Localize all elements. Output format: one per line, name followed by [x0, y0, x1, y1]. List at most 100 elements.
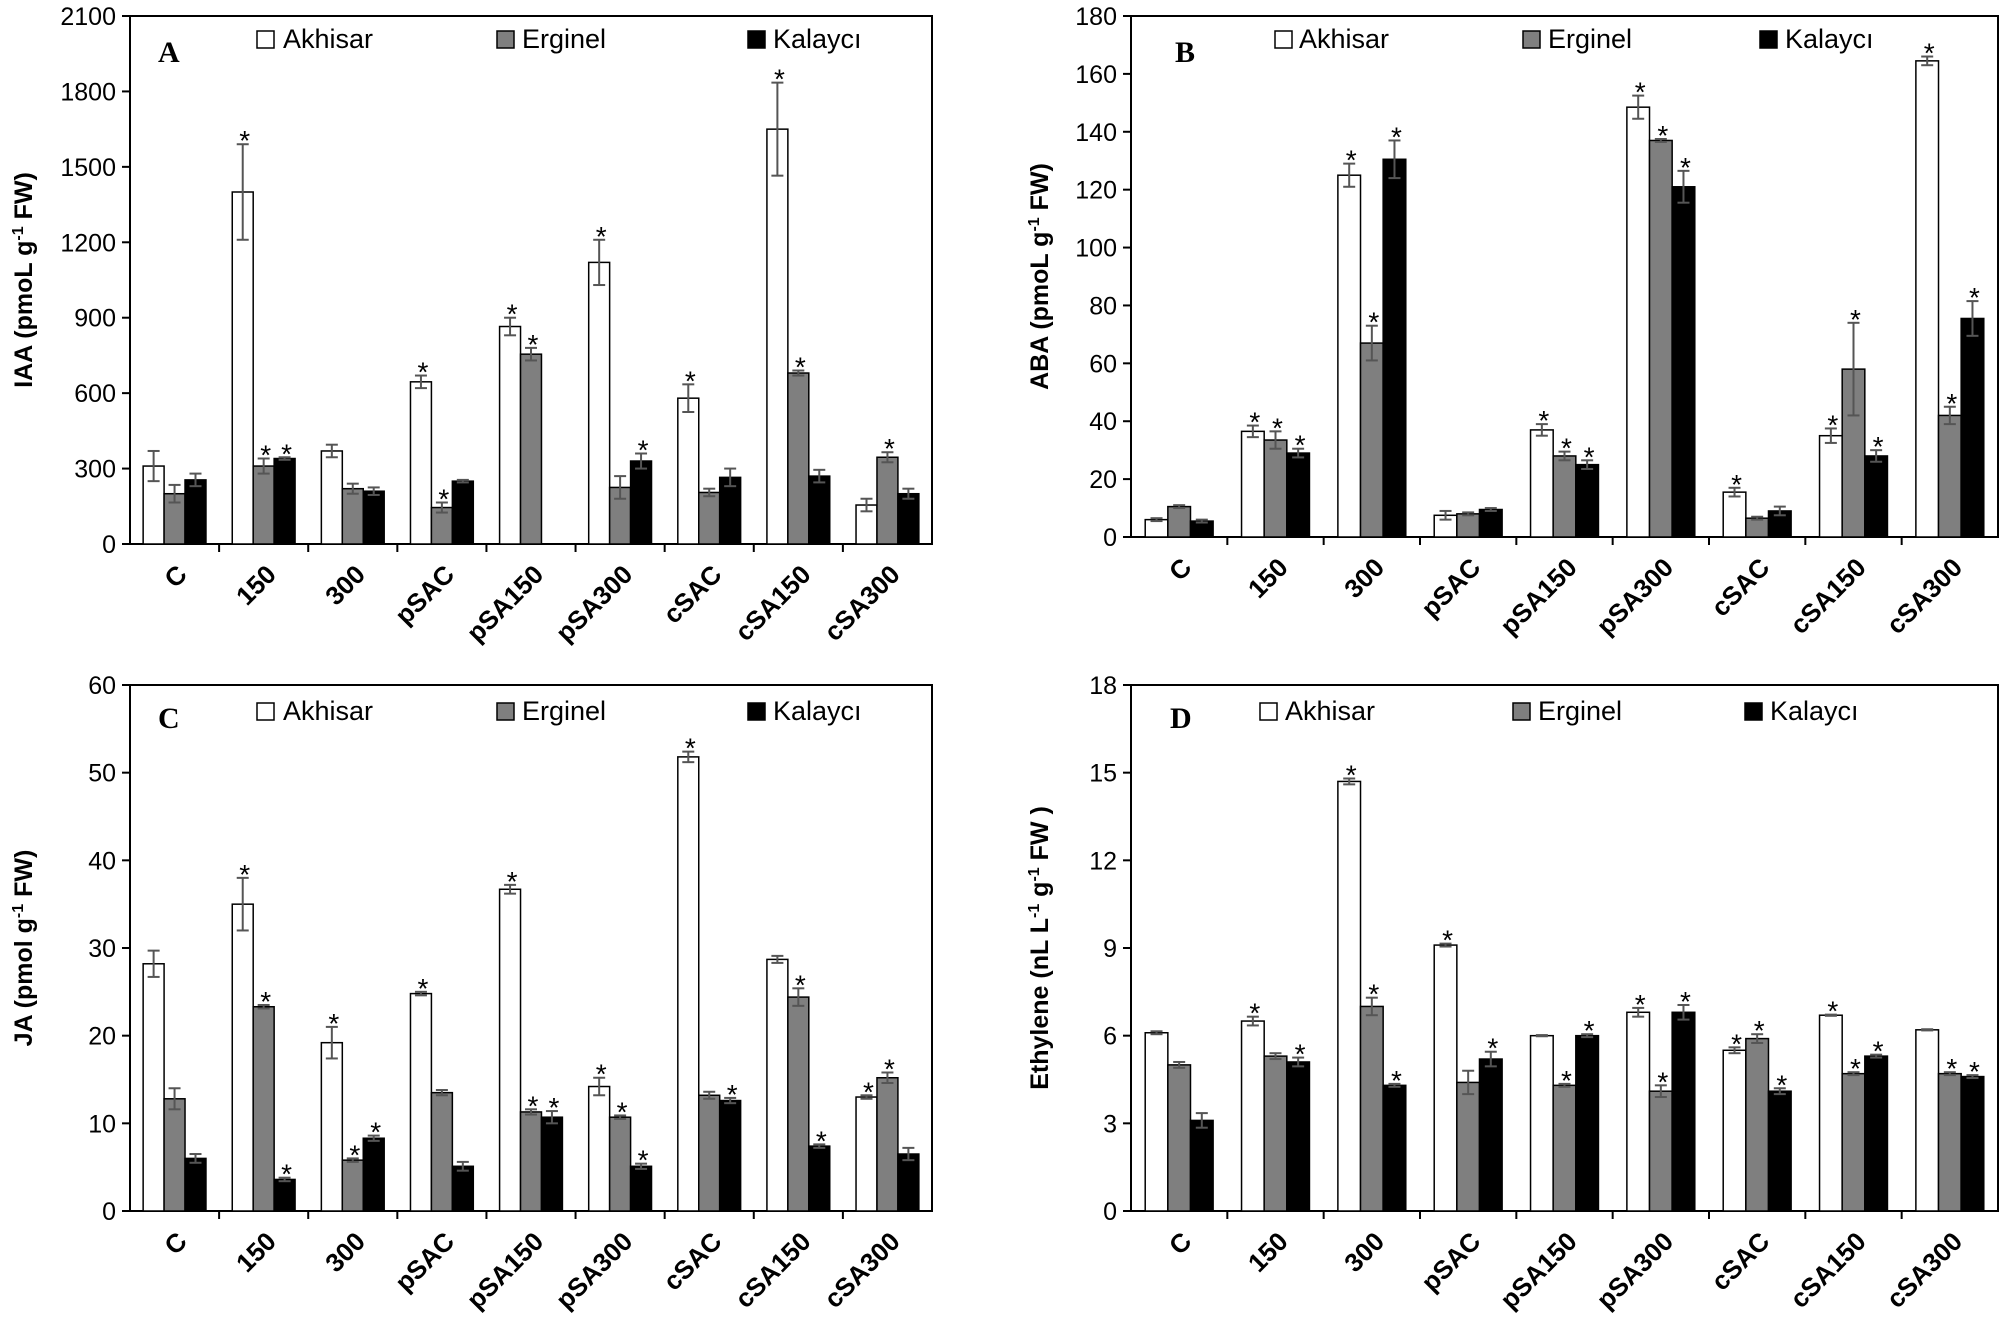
- y-tick-label: 1800: [60, 78, 116, 106]
- bar-erginel: [698, 491, 721, 545]
- bar-erginel: [1937, 1072, 1962, 1212]
- bar-akhisar: [1818, 1014, 1843, 1212]
- y-tick-label: 18: [1089, 672, 1117, 700]
- x-tick-label: cSAC: [1705, 1226, 1775, 1296]
- bar-erginel: [1937, 414, 1962, 538]
- bar-erginel: [787, 372, 810, 545]
- bar-akhisar: [409, 992, 433, 1212]
- y-tick-label: 20: [1089, 466, 1117, 494]
- x-tick-label: pSA150: [461, 559, 550, 648]
- bar-kalayci: [1864, 1055, 1889, 1212]
- legend: Akhisar Erginel Kalaycı: [256, 24, 862, 54]
- bar-kalayci: [1382, 1084, 1407, 1212]
- x-tick-label: pSA300: [1590, 552, 1679, 641]
- significance-marker: *: [863, 1076, 874, 1107]
- bar-akhisar: [1626, 1011, 1651, 1212]
- legend-label-akhisar: Akhisar: [283, 696, 373, 726]
- chart-panel-d: 0 3 6 9 12 15 18 C 150 * * 300 * * * pSAC * * pSA150 * * pSA3…: [1026, 672, 1999, 1315]
- x-tick-label: C: [158, 1226, 193, 1261]
- significance-marker: *: [281, 438, 292, 469]
- y-tick-label: 12: [1089, 847, 1117, 875]
- legend-label-akhisar: Akhisar: [1285, 696, 1375, 726]
- y-tick-label: 10: [88, 1110, 116, 1138]
- significance-marker: *: [1391, 1065, 1402, 1096]
- significance-marker: *: [1969, 282, 1980, 313]
- bar-erginel: [1359, 1005, 1384, 1212]
- legend-label-erginel: Erginel: [1538, 696, 1622, 726]
- x-tick-label: cSAC: [657, 559, 727, 629]
- bar-erginel: [1648, 139, 1673, 538]
- significance-marker: *: [528, 1090, 539, 1121]
- legend-label-kalayci: Kalaycı: [1785, 24, 1874, 54]
- significance-marker: *: [685, 733, 696, 764]
- significance-marker: *: [1295, 430, 1306, 461]
- bar-kalayci: [897, 492, 920, 545]
- significance-marker: *: [548, 1092, 559, 1123]
- bar-erginel: [1745, 517, 1770, 538]
- legend-label-kalayci: Kalaycı: [1770, 696, 1859, 726]
- significance-marker: *: [507, 299, 518, 330]
- legend-swatch-erginel: [1512, 702, 1531, 721]
- bar-erginel: [1456, 1081, 1481, 1212]
- significance-marker: *: [1249, 407, 1260, 438]
- legend: Akhisar Erginel Kalaycı: [1259, 696, 1859, 726]
- bar-kalayci: [629, 460, 653, 545]
- bar-kalayci: [1671, 1011, 1696, 1212]
- bar-kalayci: [184, 479, 207, 545]
- y-tick-label: 0: [102, 531, 116, 559]
- bar-kalayci: [718, 1099, 742, 1212]
- x-tick-label: cSA300: [818, 559, 906, 647]
- x-tick-label: pSAC: [1415, 1226, 1486, 1297]
- bar-akhisar: [1144, 1031, 1169, 1212]
- bar-akhisar: [1433, 944, 1458, 1212]
- chart-panel-c: 0 10 20 30 40 50 60 C 150 * * * 300 * * * pSAC * pSA150 * * *…: [10, 672, 933, 1315]
- significance-marker: *: [1295, 1039, 1306, 1070]
- bar-akhisar: [409, 381, 433, 545]
- bar-kalayci: [1189, 1119, 1214, 1212]
- significance-marker: *: [1249, 998, 1260, 1029]
- y-tick-label: 140: [1075, 119, 1117, 147]
- x-tick-label: pSAC: [389, 1226, 460, 1297]
- legend-label-kalayci: Kalaycı: [773, 696, 862, 726]
- legend-swatch-kalayci: [1744, 702, 1763, 721]
- y-tick-label: 180: [1075, 3, 1117, 31]
- chart-panel-b: 0 20 40 60 80 100 120 140 160 180 C 150 * * * 300 * * * pSA…: [1026, 3, 1999, 641]
- y-tick-label: 0: [1103, 1198, 1117, 1226]
- bar-erginel: [341, 487, 364, 545]
- bar-erginel: [787, 996, 810, 1212]
- bar-akhisar: [498, 325, 522, 545]
- significance-marker: *: [774, 64, 785, 95]
- bar-akhisar: [677, 756, 700, 1212]
- legend-label-erginel: Erginel: [522, 24, 606, 54]
- bar-erginel: [876, 1076, 899, 1212]
- legend-label-erginel: Erginel: [522, 696, 606, 726]
- bar-akhisar: [1722, 1049, 1747, 1212]
- bar-akhisar: [587, 261, 611, 545]
- significance-marker: *: [1561, 1065, 1572, 1096]
- bar-kalayci: [184, 1157, 207, 1212]
- significance-marker: *: [528, 329, 539, 360]
- significance-marker: *: [685, 365, 696, 396]
- y-tick-label: 120: [1075, 177, 1117, 205]
- significance-marker: *: [239, 125, 250, 156]
- significance-marker: *: [1850, 304, 1861, 335]
- significance-marker: *: [884, 1053, 895, 1084]
- significance-marker: *: [638, 1145, 649, 1176]
- y-tick-label: 300: [74, 456, 116, 484]
- bar-kalayci: [1864, 455, 1889, 538]
- y-tick-label: 40: [1089, 408, 1117, 436]
- bar-kalayci: [540, 1116, 564, 1212]
- bar-kalayci: [808, 475, 831, 545]
- bar-erginel: [163, 1098, 186, 1212]
- significance-marker: *: [1538, 405, 1549, 436]
- y-tick-label: 2100: [60, 3, 116, 31]
- bar-akhisar: [677, 397, 700, 545]
- bar-kalayci: [1478, 1058, 1503, 1212]
- x-tick-label: 150: [230, 1226, 282, 1278]
- bar-akhisar: [1240, 430, 1265, 538]
- x-tick-label: C: [1163, 1226, 1198, 1261]
- bar-erginel: [1552, 1084, 1577, 1212]
- x-tick-label: pSAC: [389, 559, 460, 630]
- bar-akhisar: [231, 903, 254, 1212]
